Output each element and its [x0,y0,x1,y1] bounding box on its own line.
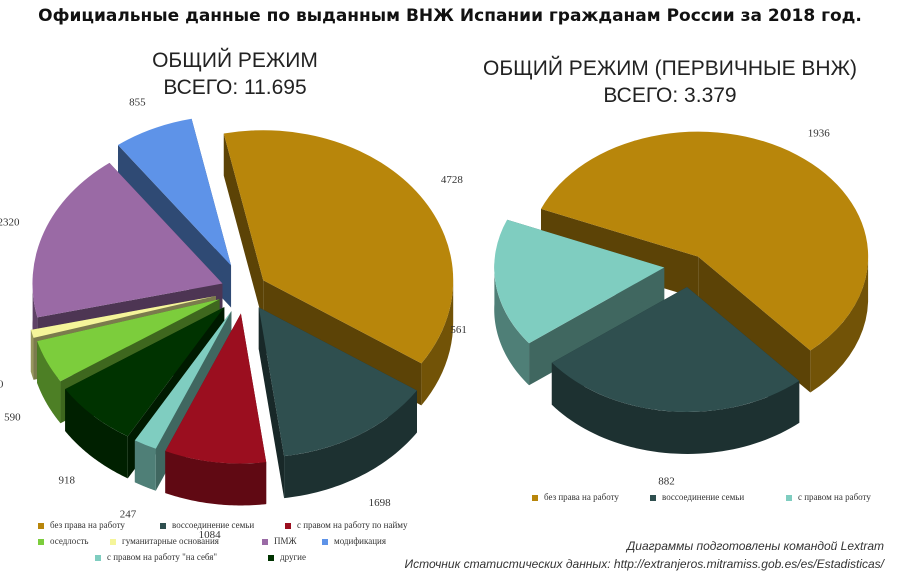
legend-item-0-воссоединение-семьи: воссоединение семьи [160,520,254,530]
legend-item-1-без-права-на-работу: без права на работу [532,492,619,502]
chart-right-heading: ОБЩИЙ РЕЖИМ (ПЕРВИЧНЫЕ ВНЖ) ВСЕГО: 3.379 [470,55,870,109]
legend-item-0-с-правом-на-работу-по-найму: с правом на работу по найму [285,520,408,530]
legend-item-0-другие: другие [268,552,306,562]
legend-swatch [262,538,268,545]
value-label-0-оседлость: 590 [4,411,21,423]
legend-swatch [110,538,116,545]
legend-swatch [268,554,274,561]
value-label-0-другие: 918 [59,474,76,486]
legend-swatch [160,522,166,529]
value-label-1-воссоединение-семьи: 882 [658,476,675,488]
chart-left-heading: ОБЩИЙ РЕЖИМ ВСЕГО: 11.695 [90,47,380,101]
legend-label: другие [280,552,306,562]
value-label-1-без-права-на-работу: 1936 [808,128,831,140]
legend-label: с правом на работу [798,492,871,502]
legend-label: воссоединение семьи [662,492,745,502]
legend-swatch [322,538,328,545]
legend-item-0-пмж: ПМЖ [262,536,297,546]
chart-right-total: ВСЕГО: 3.379 [603,84,737,107]
value-label-0-с-правом-на-работу-на-себя: 247 [120,509,137,521]
pie-slice-0-воссоединение-семьи [258,307,417,499]
value-label-0-пмж: 2320 [0,216,20,228]
pie-slice-0-с-правом-на-работу-по-найму [165,313,267,506]
credits-team: Диаграммы подготовлены командой Lextram [626,539,884,553]
chart-left-total: ВСЕГО: 11.695 [163,76,307,99]
pie-slice-1-с-правом-на-работу [494,219,665,386]
legend-swatch [95,554,101,561]
chart-right-title: ОБЩИЙ РЕЖИМ (ПЕРВИЧНЫЕ ВНЖ) [482,57,857,80]
legend-label: модификация [334,536,386,546]
legend-label: ПМЖ [274,536,297,546]
legend-label: воссоединение семьи [172,520,255,530]
credits-source: Источник статистических данных: http://e… [404,557,884,571]
legend-swatch [532,494,538,501]
legend-item-0-модификация: модификация [322,536,386,546]
legend-item-1-с-правом-на-работу: с правом на работу [786,492,871,502]
legend-swatch [786,494,792,501]
value-label-0-без-права-на-работу: 4728 [441,174,464,186]
legend-item-0-без-права-на-работу: без права на работу [38,520,125,530]
value-label-0-гуманитарные-основания: 110 [0,378,4,390]
legend-swatch [38,522,44,529]
page-title: Официальные данные по выданным ВНЖ Испан… [38,6,862,26]
credits: Диаграммы подготовлены командой Lextram … [405,537,884,573]
legend-item-0-с-правом-на-работу-на-себя: с правом на работу "на себя" [95,552,217,562]
pie-slice-1-воссоединение-семьи [551,286,800,454]
legend-label: гуманитарные основания [122,536,219,546]
legend-item-0-гуманитарные-основания: гуманитарные основания [110,536,219,546]
legend-label: оседлость [50,536,89,546]
value-label-0-с-правом-на-работу-по-найму: 1084 [199,529,222,541]
legend-swatch [38,538,44,545]
legend-item-1-воссоединение-семьи: воссоединение семьи [650,492,744,502]
legend-swatch [285,522,291,529]
legend-swatch [650,494,656,501]
legend-label: с правом на работу "на себя" [107,552,218,562]
legend-label: без права на работу [544,492,619,502]
legend-label: с правом на работу по найму [297,520,408,530]
value-label-1-с-правом-на-работу: 561 [450,324,467,336]
value-label-0-воссоединение-семьи: 1698 [369,497,392,509]
legend-item-0-оседлость: оседлость [38,536,89,546]
legend-label: без права на работу [50,520,125,530]
chart-left-title: ОБЩИЙ РЕЖИМ [152,49,318,72]
value-label-0-модификация: 855 [129,96,146,108]
